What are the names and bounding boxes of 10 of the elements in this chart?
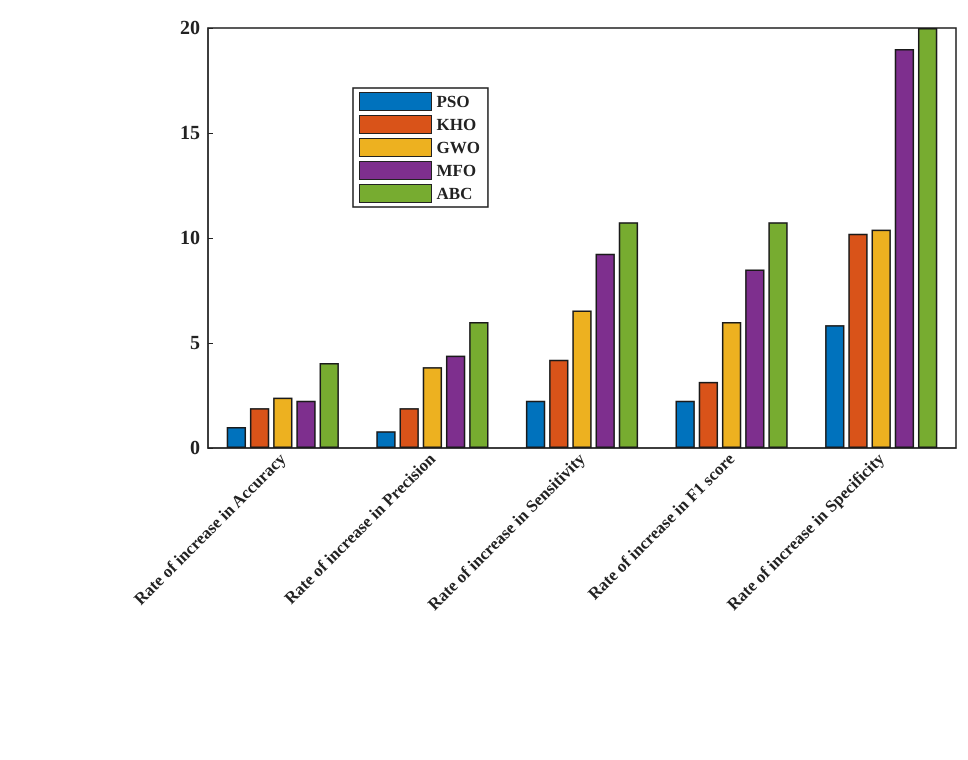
legend-label: ABC	[436, 184, 472, 203]
legend-label: MFO	[436, 161, 476, 180]
y-tick-label: 0	[190, 437, 200, 459]
legend-label: GWO	[436, 138, 480, 157]
legend-label: KHO	[436, 115, 476, 134]
y-tick-label: 20	[180, 17, 200, 39]
y-tick-label: 15	[180, 122, 200, 144]
legend-label: PSO	[436, 92, 470, 111]
y-tick-label: 5	[190, 332, 200, 354]
y-tick-label: 10	[180, 227, 200, 249]
